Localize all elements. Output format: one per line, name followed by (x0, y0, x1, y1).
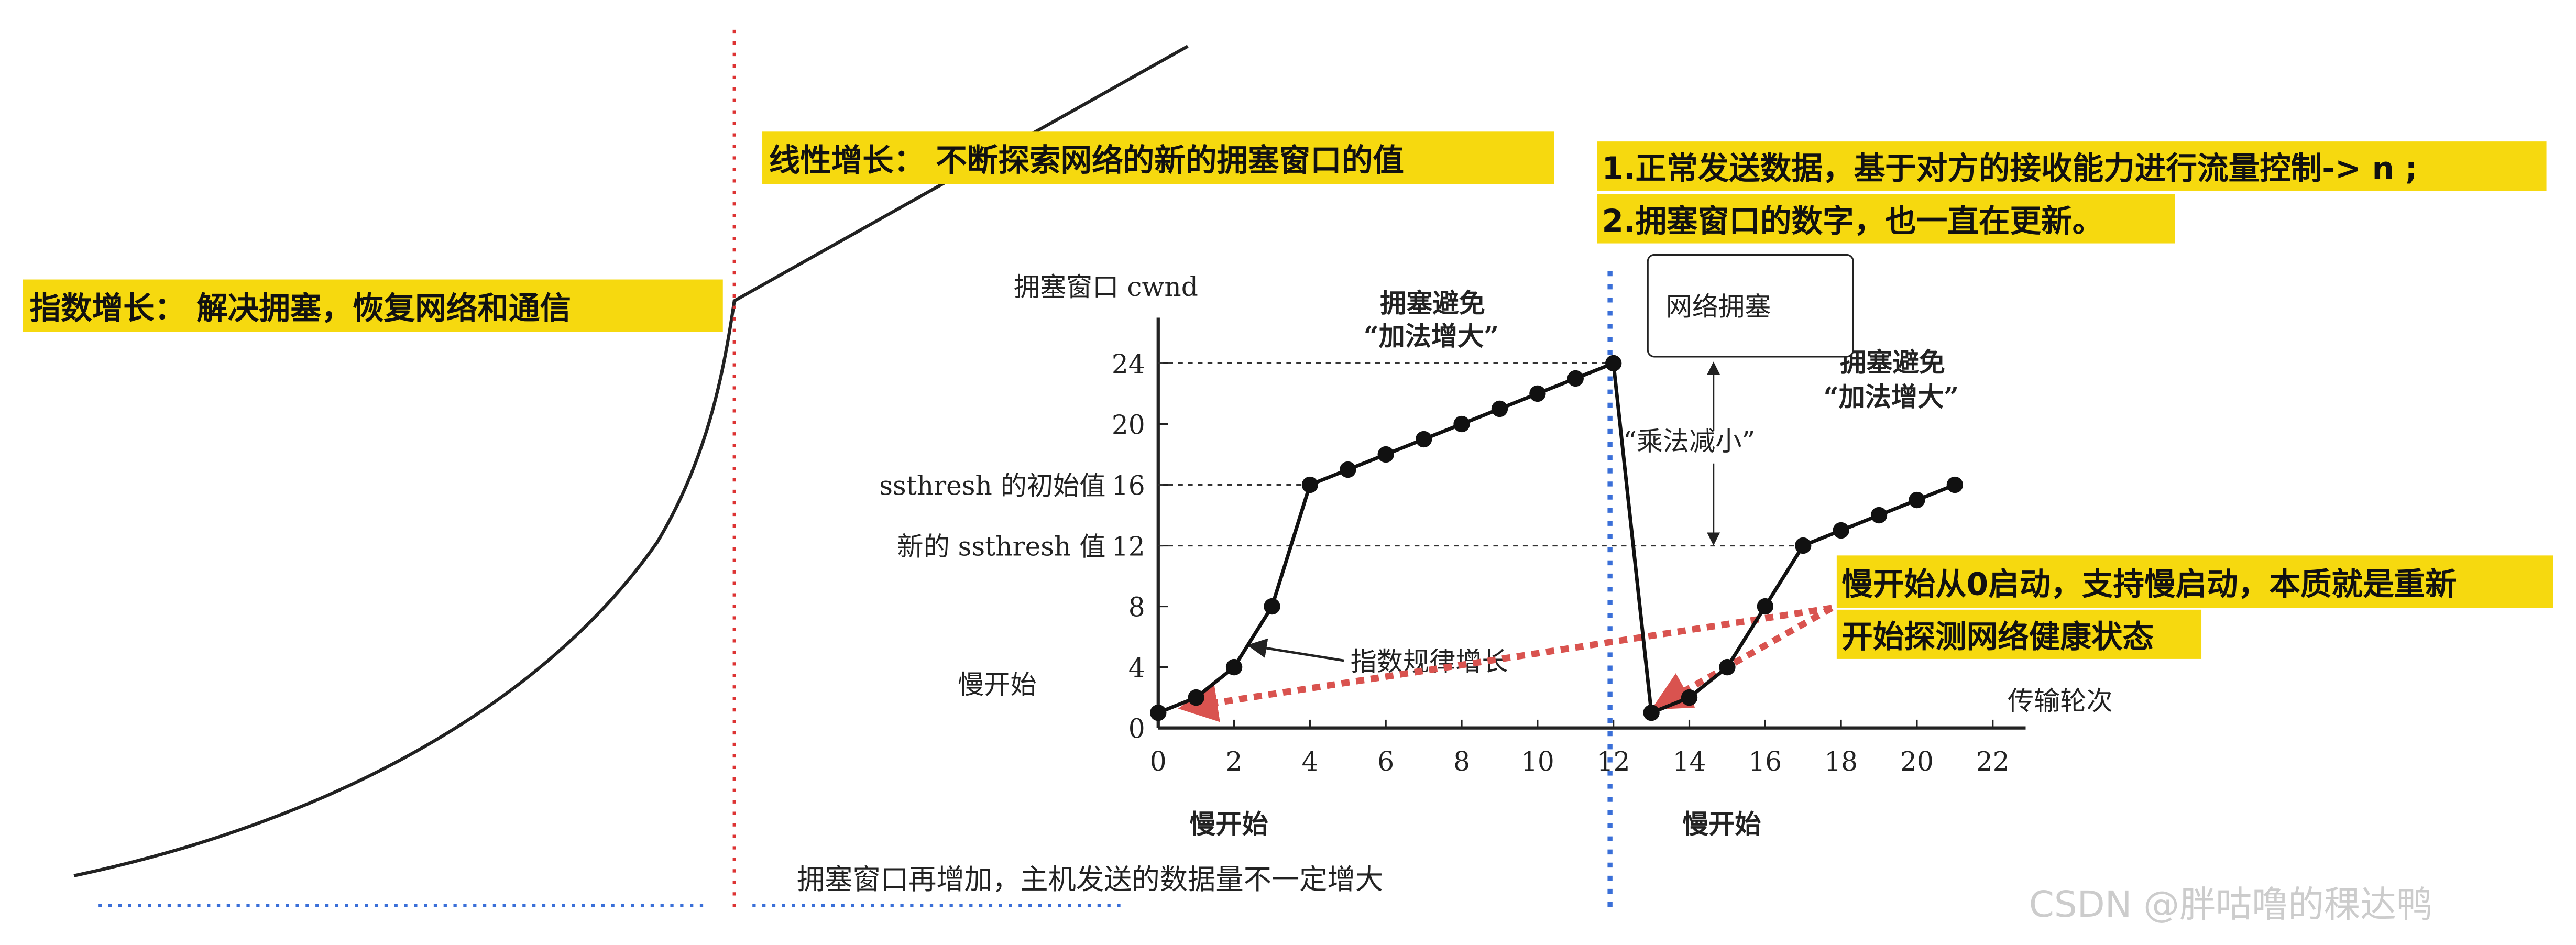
point (1188, 689, 1204, 706)
point (1340, 461, 1356, 478)
x-tick-label: 10 (1521, 746, 1554, 777)
point (1681, 689, 1698, 706)
callout-box (1647, 254, 1854, 358)
y-tick-note: 新的 ssthresh 值 (897, 531, 1105, 562)
note: 2.拥塞窗口的数字，也一直在更新。 (1602, 204, 2103, 240)
point (1605, 355, 1622, 372)
x-tick-label: 4 (1301, 746, 1318, 777)
point (1377, 446, 1394, 463)
x-tick-label: 16 (1748, 746, 1782, 777)
highlight (1836, 609, 2202, 659)
point (1264, 598, 1280, 615)
x-tick-label: 2 (1226, 746, 1243, 777)
point (1833, 522, 1849, 539)
x-tick-label: 14 (1673, 746, 1706, 777)
point (1301, 476, 1319, 493)
arrow (1651, 605, 1834, 710)
note: 线性增长： 不断探索网络的新的拥塞窗口的值 (769, 143, 1404, 179)
x-tick-label: 0 (1150, 746, 1167, 777)
annotation: “乘法减小” (1623, 426, 1755, 457)
highlight (762, 131, 1554, 184)
x-tick-label: 18 (1824, 746, 1858, 777)
point (1225, 658, 1243, 676)
y-tick-note: ssthresh 的初始值 (879, 470, 1105, 501)
point (1529, 385, 1546, 402)
y-tick-label: 0 (1128, 713, 1145, 744)
arrow (1247, 638, 1344, 662)
y-tick-label: 20 (1112, 409, 1145, 440)
note: 慢开始从0启动，支持慢启动，本质就是重新 (1841, 567, 2456, 603)
caption: 拥塞窗口再增加，主机发送的数据量不一定增大 (797, 863, 1383, 896)
point (1909, 491, 1925, 509)
point (1719, 658, 1736, 676)
annotation: 网络拥塞 (1666, 291, 1771, 322)
annotation: “加法增大” (1824, 381, 1959, 412)
point (1870, 507, 1888, 524)
annotation: 慢开始 (958, 669, 1036, 700)
growth-curve (73, 45, 1189, 877)
point (1795, 537, 1812, 554)
x-tick-label: 22 (1976, 746, 2010, 777)
y-tick-label: 12 (1112, 531, 1145, 562)
point (1643, 704, 1660, 721)
highlight (1597, 141, 2547, 191)
y-tick-label: 24 (1112, 348, 1145, 379)
point (1567, 370, 1584, 387)
x-tick-label: 8 (1453, 746, 1470, 777)
annotation: 拥塞避免 (1840, 347, 1945, 378)
highlight (1597, 194, 2175, 244)
arrow (1178, 605, 1833, 722)
x-tick-label: 20 (1900, 746, 1934, 777)
note: 1.正常发送数据，基于对方的接收能力进行流量控制-> n ; (1602, 151, 2417, 187)
y-tick-label: 16 (1112, 470, 1145, 501)
annotation: 指数规律增长 (1351, 646, 1508, 677)
note: 指数增长： 解决拥塞，恢复网络和通信 (29, 291, 571, 327)
annotation: 拥塞避免 (1380, 288, 1485, 318)
point (1150, 704, 1167, 721)
x-tick-label: 12 (1597, 746, 1630, 777)
series-line (1157, 360, 1956, 716)
y-tick-label: 4 (1128, 652, 1145, 683)
point (1415, 431, 1432, 448)
point (1946, 476, 1964, 493)
y-tick-label: 8 (1128, 591, 1145, 622)
point (1757, 598, 1773, 615)
annotation: 慢开始 (1682, 808, 1761, 839)
y-axis-label: 拥塞窗口 cwnd (1014, 271, 1198, 302)
highlight (1836, 555, 2553, 608)
annotation: 慢开始 (1189, 808, 1268, 839)
point (1491, 400, 1508, 417)
note: 开始探测网络健康状态 (1841, 619, 2154, 655)
annotation: “加法增大” (1364, 321, 1499, 351)
chart: 拥塞窗口 cwnd 传输轮次 慢开始 慢开始 慢开始 拥塞避免 “加法增大” 拥… (879, 254, 2113, 839)
watermark: CSDN @胖咕噜的稞达鸭 (2029, 884, 2432, 926)
highlight (23, 279, 723, 332)
x-tick-label: 6 (1377, 746, 1394, 777)
point (1453, 415, 1470, 433)
x-axis-label: 传输轮次 (2008, 685, 2113, 716)
